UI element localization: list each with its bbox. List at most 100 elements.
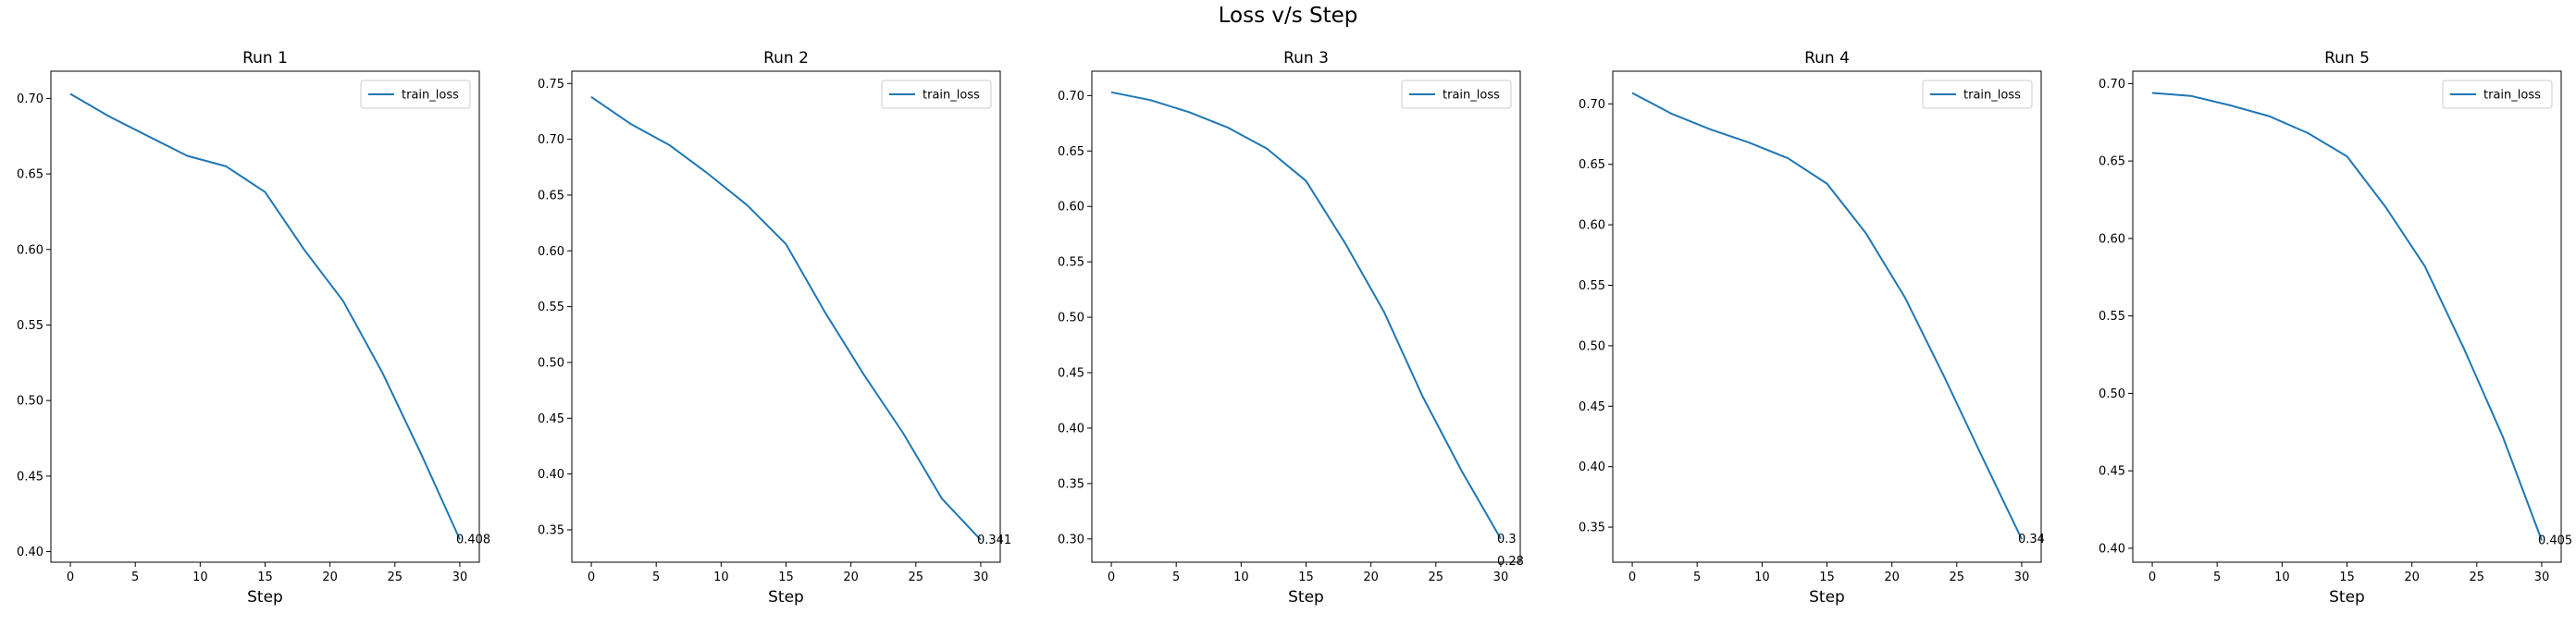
axes-frame [1612, 70, 2042, 563]
y-tick-label: 0.70 [1058, 90, 1084, 104]
data-label: 0.28 [1497, 555, 1524, 569]
data-label: 0.34 [2018, 533, 2045, 546]
x-tick-label: 25 [2470, 571, 2485, 584]
y-tick-label: 0.45 [1058, 367, 1084, 381]
x-tick-label: 20 [2404, 571, 2420, 584]
axes-frame [1091, 70, 1521, 563]
y-tick-label: 0.65 [1058, 145, 1084, 159]
legend-label: train_loss [1963, 89, 2021, 103]
x-axis-label: Step [768, 588, 804, 607]
y-tick-label: 0.40 [538, 468, 564, 482]
legend-box [2442, 80, 2553, 109]
y-tick-label: 0.35 [1579, 522, 1605, 535]
x-tick-label: 5 [1693, 571, 1701, 584]
x-tick-label: 20 [1884, 571, 1900, 584]
x-tick-label: 30 [2534, 571, 2550, 584]
subplot-title: Run 2 [763, 49, 809, 68]
y-tick-label: 0.50 [538, 356, 564, 370]
subplot-title: Run 3 [1283, 49, 1329, 68]
subplot-title: Run 4 [1804, 49, 1850, 68]
y-tick-label: 0.55 [1058, 256, 1084, 270]
y-tick-label: 0.55 [17, 319, 43, 333]
x-tick-label: 15 [1819, 571, 1835, 584]
y-tick-label: 0.40 [1579, 460, 1605, 474]
x-tick-label: 25 [1429, 571, 1444, 584]
x-tick-label: 15 [778, 571, 794, 584]
legend: train_loss [1922, 80, 2033, 109]
data-label: 0.405 [2538, 534, 2572, 548]
x-tick-label: 15 [2339, 571, 2355, 584]
x-tick-label: 0 [1108, 571, 1115, 584]
subplot-run-4: Run 4 0 5 10 15 20 25 30 0.35 0.40 0.45 0.50 0.55 0.6… [1579, 49, 2045, 607]
y-tick-label: 0.60 [2099, 232, 2125, 246]
y-tick-label: 0.50 [2099, 387, 2125, 401]
y-tick-label: 0.40 [1058, 422, 1084, 436]
x-axis-label: Step [2329, 588, 2365, 607]
x-axis-label: Step [1809, 588, 1845, 607]
x-tick-label: 0 [588, 571, 595, 584]
y-tick-label: 0.60 [17, 243, 43, 257]
x-tick-label: 30 [973, 571, 989, 584]
series-line-train-loss [590, 95, 982, 541]
data-label: 0.341 [977, 534, 1011, 547]
subplot-run-2: Run 2 0 5 10 15 20 25 30 0.35 0.40 0.45 0.50 0.55 0.6… [538, 49, 1011, 607]
y-tick-label: 0.30 [1058, 533, 1084, 546]
y-tick-label: 0.45 [17, 470, 43, 484]
axes-frame [50, 70, 480, 563]
x-tick-label: 15 [257, 571, 273, 584]
x-tick-label: 5 [652, 571, 660, 584]
legend-label: train_loss [923, 89, 980, 103]
x-tick-label: 5 [1172, 571, 1180, 584]
legend-label: train_loss [2483, 89, 2541, 103]
data-label: 0.408 [456, 533, 490, 546]
y-tick-label: 0.75 [538, 78, 564, 92]
x-tick-label: 10 [192, 571, 208, 584]
legend: train_loss [1401, 80, 1512, 109]
y-tick-label: 0.40 [2099, 542, 2125, 556]
x-tick-label: 25 [388, 571, 403, 584]
y-tick-label: 0.55 [1579, 279, 1605, 293]
y-tick-label: 0.60 [1579, 219, 1605, 233]
y-tick-label: 0.70 [2099, 78, 2125, 92]
y-tick-label: 0.40 [17, 546, 43, 559]
subplot-title: Run 1 [242, 49, 288, 68]
data-label: 0.3 [1497, 533, 1517, 546]
figure-title: Loss v/s Step [1218, 4, 1358, 28]
subplot-run-5: Run 5 0 5 10 15 20 25 30 0.40 0.45 0.50 0.55 0.60 0.6… [2099, 49, 2572, 607]
y-tick-label: 0.45 [2099, 465, 2125, 479]
x-tick-label: 10 [1754, 571, 1770, 584]
x-tick-label: 0 [2149, 571, 2156, 584]
series-line-train-loss [1110, 91, 1502, 540]
y-tick-label: 0.45 [1579, 400, 1605, 414]
x-axis-label: Step [247, 588, 283, 607]
y-tick-label: 0.65 [2099, 155, 2125, 169]
subplot-run-3: Run 3 0 5 10 15 20 25 30 0.30 0.35 0.40 0.45 0.50 0.5… [1058, 49, 1524, 607]
legend-box [360, 80, 471, 109]
x-tick-label: 0 [1629, 571, 1636, 584]
x-tick-label: 20 [322, 571, 338, 584]
y-tick-label: 0.50 [1579, 339, 1605, 353]
y-tick-label: 0.50 [17, 395, 43, 409]
series-line-train-loss [1631, 92, 2023, 540]
legend: train_loss [360, 80, 471, 109]
legend-label: train_loss [402, 89, 459, 103]
axes-frame [571, 70, 1001, 563]
legend-box [1922, 80, 2033, 109]
axes-frame [2132, 70, 2562, 563]
y-tick-label: 0.65 [538, 189, 564, 203]
x-tick-label: 10 [2274, 571, 2290, 584]
y-tick-label: 0.70 [538, 133, 564, 147]
x-tick-label: 30 [452, 571, 468, 584]
x-tick-label: 20 [843, 571, 859, 584]
legend-box [881, 80, 992, 109]
y-tick-label: 0.50 [1058, 312, 1084, 325]
y-tick-label: 0.45 [538, 412, 564, 426]
subplot-run-1: Run 1 0 5 10 15 20 25 30 0.40 0.45 0.50 0.55 0.60 0.6… [17, 49, 490, 607]
x-tick-label: 25 [909, 571, 924, 584]
x-tick-label: 30 [1493, 571, 1509, 584]
y-tick-label: 0.60 [538, 245, 564, 259]
x-tick-label: 30 [2014, 571, 2030, 584]
x-tick-label: 5 [2213, 571, 2221, 584]
x-tick-label: 20 [1363, 571, 1379, 584]
